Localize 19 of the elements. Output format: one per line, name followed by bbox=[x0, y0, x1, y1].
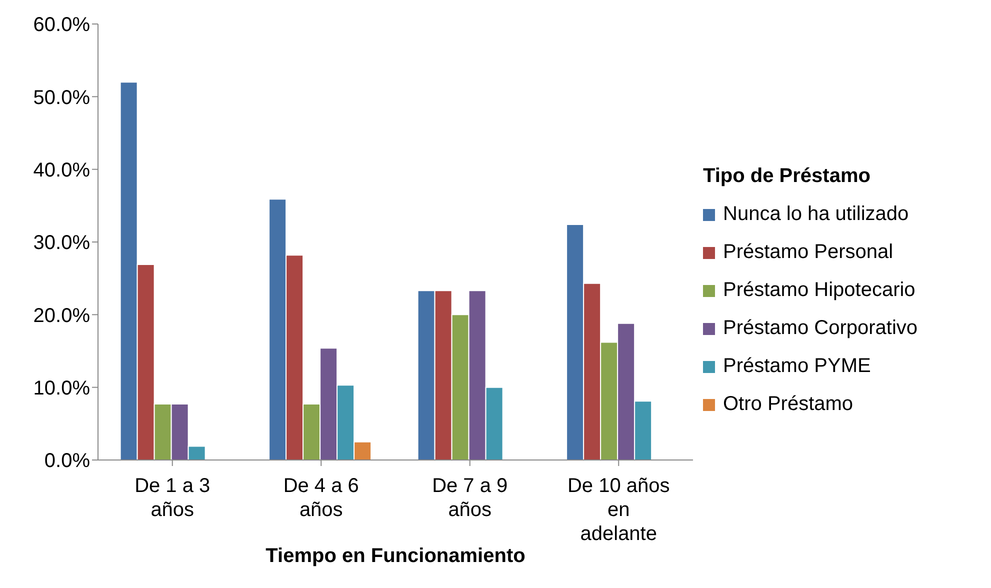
y-tick-label: 30.0% bbox=[33, 232, 90, 254]
legend-label: Préstamo PYME bbox=[723, 355, 871, 378]
x-axis-title: Tiempo en Funcionamiento bbox=[266, 545, 526, 567]
legend-label: Otro Préstamo bbox=[723, 393, 854, 416]
y-tick-label: 40.0% bbox=[33, 159, 90, 182]
x-tick-label: De 7 a 9 años bbox=[432, 475, 508, 521]
y-tick-label: 20.0% bbox=[33, 304, 90, 327]
legend-title: Tipo de Préstamo bbox=[703, 164, 872, 188]
y-tick-label: 60.0% bbox=[33, 14, 90, 36]
legend-label: Préstamo Hipotecario bbox=[723, 279, 916, 302]
legend-label: Préstamo Corporativo bbox=[723, 317, 918, 340]
x-tick-label: De 10 años en adelante bbox=[567, 475, 670, 545]
y-tick-label: 10.0% bbox=[33, 377, 90, 400]
x-tick-label: De 1 a 3 años bbox=[134, 475, 210, 521]
legend-label: Préstamo Personal bbox=[723, 241, 894, 264]
y-tick-label: 50.0% bbox=[33, 86, 90, 109]
legend-label: Nunca lo ha utilizado bbox=[723, 203, 909, 226]
y-tick-label: 0.0% bbox=[44, 450, 90, 472]
x-tick-label: De 4 a 6 años bbox=[283, 475, 359, 521]
